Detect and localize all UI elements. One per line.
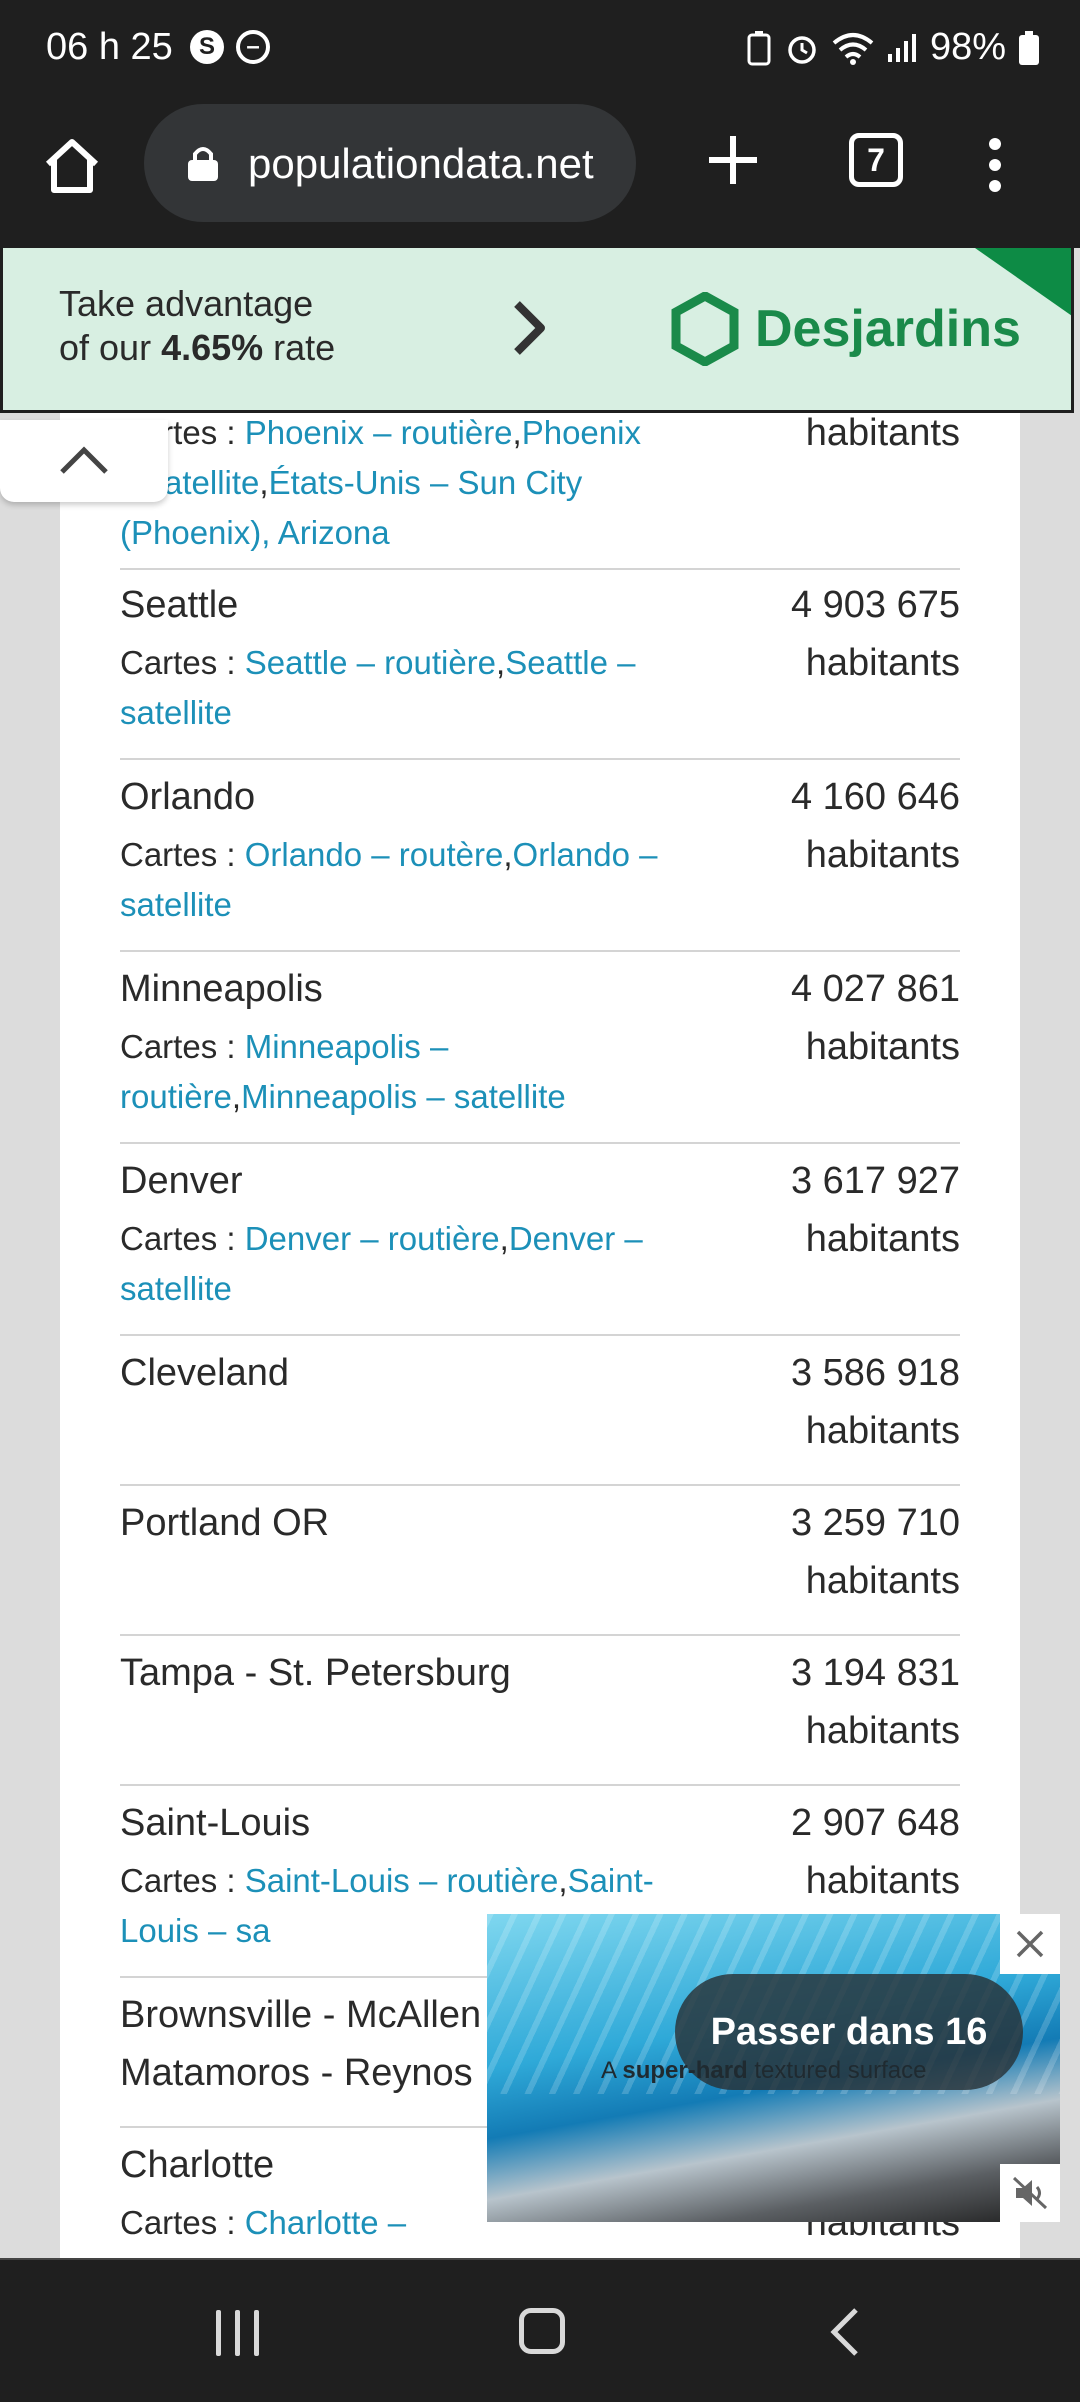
table-row: Saint-Louis Cartes : Saint-Louis – routi… <box>120 1786 960 1978</box>
city-name: Denver <box>120 1160 243 1202</box>
population-value: 4 903 675 <box>790 584 960 626</box>
ad-caption: A super-hard textured surface <box>601 2057 927 2084</box>
map-link[interactable]: Saint-Louis – sa <box>120 1862 654 1949</box>
city-name: Portland OR <box>120 1502 330 1544</box>
tab-switcher-button[interactable]: 7 <box>849 133 903 187</box>
muted-speaker-icon <box>1012 2176 1048 2210</box>
overflow-menu-icon[interactable] <box>985 138 1005 198</box>
population-value: 3 259 710 <box>790 1502 960 1544</box>
city-name: Cleveland <box>120 1352 289 1394</box>
battery-saver-icon <box>747 30 771 65</box>
table-row: Tampa - St. Petersburg 3 194 831 habitant… <box>120 1636 960 1786</box>
address-bar[interactable]: populationdata.net <box>144 104 636 222</box>
population-value: 3 586 918 <box>790 1352 960 1394</box>
map-link[interactable]: États-Unis – Sun City (Phoenix), Arizona <box>120 464 583 551</box>
map-link[interactable]: Orlando – satellite <box>120 836 658 923</box>
population-value: 2 907 648 <box>790 1802 960 1844</box>
city-name: Seattle <box>120 584 239 626</box>
wifi-icon <box>832 32 874 65</box>
close-ad-button[interactable] <box>1000 1914 1060 1974</box>
lock-icon <box>188 147 218 181</box>
city-name: Orlando <box>120 776 256 818</box>
city-name: Charlotte <box>120 2144 275 2186</box>
system-nav-bar <box>0 2258 1080 2402</box>
ad-banner[interactable]: Take advantage of our 4.65% rate Desjard… <box>0 248 1074 413</box>
table-row: Denver Cartes : Denver – routière,Denver… <box>120 1144 960 1336</box>
population-value: 3 194 831 <box>790 1652 960 1694</box>
city-name: Tampa - St. Petersburg <box>120 1652 511 1694</box>
map-link[interactable]: Orlando – routère <box>244 836 504 873</box>
population-unit: habitants <box>805 412 960 454</box>
table-row: Minneapolis Cartes : Minneapolis – routi… <box>120 952 960 1144</box>
recent-apps-icon[interactable] <box>216 2310 259 2356</box>
map-link[interactable]: Minneapolis – satellite <box>241 1078 566 1115</box>
map-link[interactable]: Saint-Louis – routière <box>244 1862 559 1899</box>
do-not-disturb-icon: – <box>236 30 270 64</box>
population-unit: habitants <box>805 1026 960 1068</box>
table-row: Brownsville - McAllen Matamoros - Reynos <box>120 1978 960 2128</box>
city-name: Brownsville - McAllen Matamoros - Reynos <box>120 1994 482 2094</box>
url-text[interactable]: populationdata.net <box>248 140 594 187</box>
desjardins-logo-icon <box>671 292 739 366</box>
map-link[interactable]: Minneapolis – routière <box>120 1028 449 1115</box>
skip-ad-button[interactable]: Passer dans 16 <box>675 1974 1023 2090</box>
population-value: 4 027 861 <box>790 968 960 1010</box>
collapse-ad-button[interactable] <box>0 420 168 502</box>
mute-ad-button[interactable] <box>1000 2164 1060 2222</box>
chevron-up-icon <box>60 446 108 474</box>
city-name: Saint-Louis <box>120 1802 311 1844</box>
status-bar: 06 h 25 S – 98% <box>0 0 1080 100</box>
population-unit: habitants <box>805 834 960 876</box>
home-nav-icon[interactable] <box>519 2308 565 2354</box>
population-unit: habitants <box>805 1860 960 1902</box>
table-row: Cleveland 3 586 918 habitants <box>120 1336 960 1486</box>
map-link[interactable]: Seattle – satellite <box>120 644 636 731</box>
clock: 06 h 25 <box>46 26 173 68</box>
signal-icon <box>887 33 916 62</box>
map-link[interactable]: Denver – routière <box>244 1220 500 1257</box>
table-row: Portland OR 3 259 710 habitants <box>120 1486 960 1636</box>
video-ad[interactable]: Passer dans 16 A super-hard textured sur… <box>487 1914 1060 2222</box>
population-unit: habitants <box>805 1560 960 1602</box>
table-row: Seattle Cartes : Seattle – routière,Seat… <box>120 568 960 760</box>
s-notification-icon: S <box>190 30 224 64</box>
alarm-icon <box>788 35 816 64</box>
map-link[interactable]: Phoenix – routière <box>244 414 513 451</box>
city-name: Minneapolis <box>120 968 323 1010</box>
population-unit: habitants <box>805 1410 960 1452</box>
population-unit: habitants <box>805 1218 960 1260</box>
browser-toolbar: populationdata.net 7 <box>0 100 1080 248</box>
population-value: 4 160 646 <box>790 776 960 818</box>
map-link[interactable]: Seattle – routière <box>244 644 497 681</box>
population-value: 3 617 927 <box>790 1160 960 1202</box>
table-row: Orlando Cartes : Orlando – routère,Orlan… <box>120 760 960 952</box>
home-icon[interactable] <box>40 134 104 198</box>
ad-corner-triangle <box>975 248 1071 318</box>
back-icon[interactable] <box>826 2306 862 2358</box>
population-unit: habitants <box>805 1710 960 1752</box>
battery-percent: 98% <box>929 26 1006 68</box>
chevron-right-icon[interactable] <box>509 298 549 358</box>
close-icon <box>1016 1930 1044 1958</box>
battery-icon <box>1019 30 1039 65</box>
new-tab-icon[interactable] <box>703 130 763 190</box>
population-unit: habitants <box>805 642 960 684</box>
map-link[interactable]: Charlotte – <box>244 2204 407 2241</box>
map-link[interactable]: Denver – satellite <box>120 1220 643 1307</box>
